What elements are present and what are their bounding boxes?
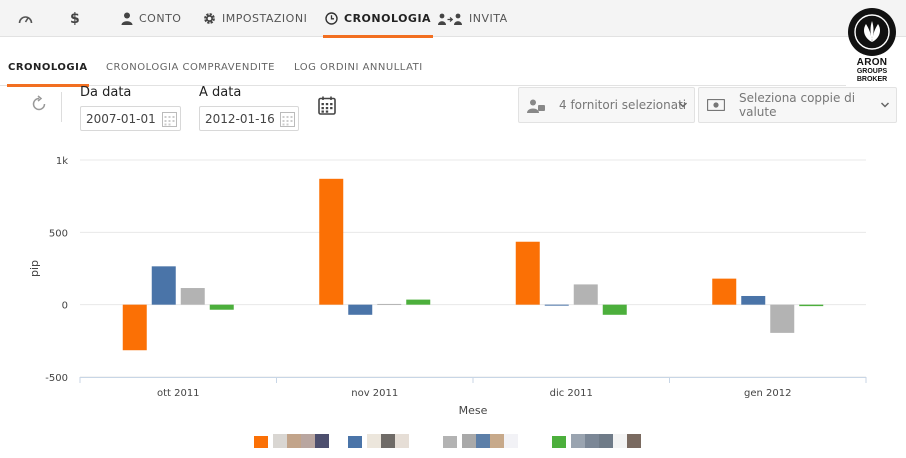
bar-series-2-nov-2011 xyxy=(348,304,373,315)
nav-conto-label: CONTO xyxy=(139,12,182,25)
x-axis-title: Mese xyxy=(459,404,488,417)
legend-obscured-label xyxy=(504,434,518,448)
tab-cronologia-compravendite[interactable]: CRONOLOGIA COMPRAVENDITE xyxy=(106,61,275,73)
bar-series-4-nov-2011 xyxy=(406,299,431,305)
legend-item-3[interactable] xyxy=(443,435,457,449)
x-tick-label: nov 2011 xyxy=(351,388,398,399)
bar-series-4-ott-2011 xyxy=(209,304,234,310)
x-tick-label: dic 2011 xyxy=(550,388,593,399)
pip-bar-chart: -500 0 500 1k ott 2011 nov 2011 dic 2011 gen 20… xyxy=(28,156,867,417)
top-navigation: $ CONTO IMPOSTAZIONI CRONOLOGIA INVITA xyxy=(0,0,906,38)
y-axis-title: pip xyxy=(28,260,41,277)
brand-logo: ARON GROUPS BROKER xyxy=(846,8,898,84)
bar-series-2-ott-2011 xyxy=(151,266,176,305)
bar-series-4-dic-2011 xyxy=(602,304,627,315)
dollar-icon: $ xyxy=(70,10,81,27)
to-date-input[interactable]: 2012-01-16 xyxy=(199,106,299,131)
nav-cronologia-label: CRONOLOGIA xyxy=(344,12,432,25)
bar-series-1-gen-2012 xyxy=(712,278,737,305)
calendar-icon[interactable] xyxy=(280,111,295,127)
logo-text-broker: BROKER xyxy=(856,76,888,83)
toolbar-divider xyxy=(61,92,62,122)
legend-item-1[interactable] xyxy=(254,435,268,449)
bar-series-4-gen-2012 xyxy=(799,304,824,307)
nav-invita-label: INVITA xyxy=(469,12,508,25)
currency-pairs-placeholder-line1: Seleziona coppie di xyxy=(739,91,856,105)
bar-series-2-dic-2011 xyxy=(544,304,569,306)
legend-obscured-label xyxy=(490,434,504,448)
bar-series-1-nov-2011 xyxy=(319,178,344,305)
legend-swatch xyxy=(254,436,268,448)
tab-log-ordini-annullati[interactable]: LOG ORDINI ANNULLATI xyxy=(294,61,423,73)
nav-impostazioni-label: IMPOSTAZIONI xyxy=(222,12,308,25)
x-tick-label: gen 2012 xyxy=(744,388,791,399)
bar-series-1-ott-2011 xyxy=(122,304,147,351)
legend-obscured-label xyxy=(476,434,490,448)
calendar-picker-icon[interactable] xyxy=(318,96,336,115)
bar-series-3-gen-2012 xyxy=(770,304,795,333)
legend-obscured-label xyxy=(585,434,599,448)
nav-conto[interactable]: CONTO xyxy=(121,0,181,37)
y-tick-label: 500 xyxy=(49,228,68,239)
currency-pairs-select[interactable]: Seleziona coppie di valute xyxy=(698,87,897,123)
invite-users-icon xyxy=(438,13,462,25)
from-date-label: Da data xyxy=(80,85,132,100)
gear-icon xyxy=(204,13,215,24)
sub-tabs: CRONOLOGIA CRONOLOGIA COMPRAVENDITE LOG … xyxy=(0,48,846,87)
bar-series-3-dic-2011 xyxy=(573,284,598,305)
bar-series-2-gen-2012 xyxy=(741,295,766,305)
legend-item-2[interactable] xyxy=(348,435,362,449)
to-date-label: A data xyxy=(199,85,242,100)
nav-impostazioni[interactable]: IMPOSTAZIONI xyxy=(203,0,307,37)
bar-series-1-dic-2011 xyxy=(515,241,540,305)
from-date-value: 2007-01-01 xyxy=(86,111,156,126)
legend-obscured-label xyxy=(367,434,381,448)
currency-pairs-placeholder-line2: valute xyxy=(739,105,777,119)
chevron-down-icon xyxy=(678,102,688,108)
chart-legend xyxy=(0,428,906,458)
tab-cronologia[interactable]: CRONOLOGIA xyxy=(7,48,89,87)
legend-swatch xyxy=(443,436,457,448)
speedometer-icon xyxy=(18,15,33,23)
legend-swatch xyxy=(552,436,566,448)
providers-select[interactable]: 4 fornitori selezionati xyxy=(518,87,695,123)
refresh-icon[interactable] xyxy=(30,95,48,113)
legend-swatch xyxy=(348,436,362,448)
y-tick-label: 1k xyxy=(56,156,68,167)
legend-obscured-label xyxy=(301,434,315,448)
legend-obscured-label xyxy=(613,434,627,448)
y-tick-label: 0 xyxy=(62,301,68,312)
providers-select-value: 4 fornitori selezionati xyxy=(559,98,687,112)
legend-obscured-label xyxy=(315,434,329,448)
from-date-input[interactable]: 2007-01-01 xyxy=(80,106,181,131)
legend-obscured-label xyxy=(381,434,395,448)
x-tick-label: ott 2011 xyxy=(157,388,200,399)
y-tick-label: -500 xyxy=(45,373,68,384)
logo-text-groups: GROUPS xyxy=(856,68,888,75)
to-date-value: 2012-01-16 xyxy=(205,111,275,126)
bar-series-3-nov-2011 xyxy=(377,303,402,305)
legend-item-4[interactable] xyxy=(552,435,566,449)
legend-obscured-label xyxy=(287,434,301,448)
nav-dollar[interactable]: $ xyxy=(70,0,80,37)
legend-obscured-label xyxy=(462,434,476,448)
currency-pairs-placeholder: Seleziona coppie di valute xyxy=(739,88,855,122)
nav-dashboard[interactable] xyxy=(18,0,39,37)
legend-obscured-label xyxy=(599,434,613,448)
banknote-icon xyxy=(707,99,725,111)
bar-series-3-ott-2011 xyxy=(180,288,205,305)
logo-emblem-icon xyxy=(848,8,896,56)
calendar-icon[interactable] xyxy=(162,111,177,127)
legend-obscured-label xyxy=(627,434,641,448)
providers-icon xyxy=(527,99,545,113)
user-icon xyxy=(121,12,133,25)
nav-invita[interactable]: INVITA xyxy=(438,0,508,37)
logo-text-aron: ARON xyxy=(856,57,888,68)
legend-obscured-label xyxy=(571,434,585,448)
legend-obscured-label xyxy=(273,434,287,448)
nav-cronologia[interactable]: CRONOLOGIA xyxy=(322,0,434,38)
chevron-down-icon xyxy=(880,102,890,108)
legend-obscured-label xyxy=(395,434,409,448)
clock-icon xyxy=(325,12,338,25)
